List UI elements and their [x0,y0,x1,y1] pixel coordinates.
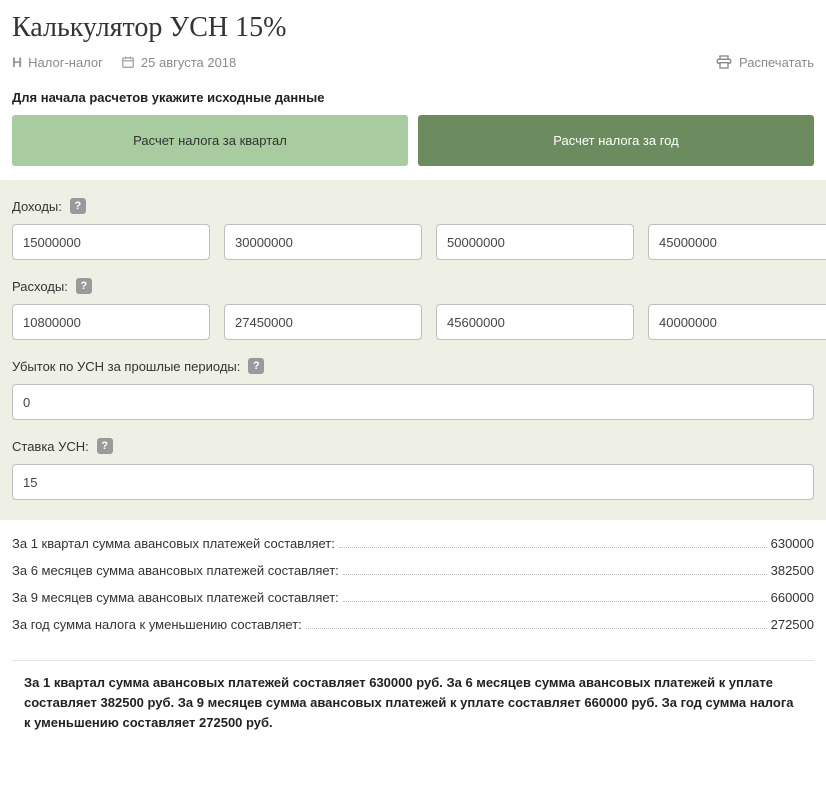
site-name: Налог-налог [28,55,103,70]
site-logo-icon: Н [12,54,22,70]
input-form: Доходы: ? Расходы: ? Убыток по УСН за пр… [0,180,826,520]
expense-q3-input[interactable] [436,304,634,340]
loss-group: Убыток по УСН за прошлые периоды: ? [12,358,814,420]
result-value: 382500 [771,563,814,578]
page-title: Калькулятор УСН 15% [12,12,814,44]
expense-label: Расходы: [12,279,68,294]
dot-leader [339,547,767,548]
income-q1-input[interactable] [12,224,210,260]
result-value: 660000 [771,590,814,605]
help-icon[interactable]: ? [97,438,113,454]
result-label: За 1 квартал сумма авансовых платежей со… [12,536,335,551]
expense-q2-input[interactable] [224,304,422,340]
printer-icon [716,54,732,70]
help-icon[interactable]: ? [248,358,264,374]
result-label: За год сумма налога к уменьшению составл… [12,617,302,632]
print-button[interactable]: Распечатать [716,54,814,70]
income-q4-input[interactable] [648,224,826,260]
tab-year[interactable]: Расчет налога за год [418,115,814,166]
expense-q1-input[interactable] [12,304,210,340]
loss-label: Убыток по УСН за прошлые периоды: [12,359,240,374]
calc-mode-tabs: Расчет налога за квартал Расчет налога з… [0,115,826,180]
dot-leader [343,574,767,575]
loss-input[interactable] [12,384,814,420]
result-line: За 6 месяцев сумма авансовых платежей со… [12,563,814,578]
result-line: За год сумма налога к уменьшению составл… [12,617,814,632]
result-value: 272500 [771,617,814,632]
summary-block: За 1 квартал сумма авансовых платежей со… [12,660,814,751]
results-block: За 1 квартал сумма авансовых платежей со… [0,520,826,652]
result-label: За 9 месяцев сумма авансовых платежей со… [12,590,339,605]
publish-date: 25 августа 2018 [141,55,236,70]
income-label: Доходы: [12,199,62,214]
help-icon[interactable]: ? [76,278,92,294]
site-name-block: Н Налог-налог [12,54,103,70]
income-q3-input[interactable] [436,224,634,260]
summary-text: За 1 квартал сумма авансовых платежей со… [24,673,802,733]
income-q2-input[interactable] [224,224,422,260]
help-icon[interactable]: ? [70,198,86,214]
rate-group: Ставка УСН: ? [12,438,814,500]
instruction-text: Для начала расчетов укажите исходные дан… [0,76,826,115]
rate-label: Ставка УСН: [12,439,89,454]
tab-quarter[interactable]: Расчет налога за квартал [12,115,408,166]
calendar-icon [121,55,135,69]
result-value: 630000 [771,536,814,551]
rate-input[interactable] [12,464,814,500]
dot-leader [306,628,767,629]
dot-leader [343,601,767,602]
result-line: За 9 месяцев сумма авансовых платежей со… [12,590,814,605]
expense-q4-input[interactable] [648,304,826,340]
print-label: Распечатать [739,55,814,70]
income-group: Доходы: ? [12,198,814,260]
result-label: За 6 месяцев сумма авансовых платежей со… [12,563,339,578]
expense-group: Расходы: ? [12,278,814,340]
date-block: 25 августа 2018 [121,55,236,70]
result-line: За 1 квартал сумма авансовых платежей со… [12,536,814,551]
meta-row: Н Налог-налог 25 августа 2018 [12,54,814,70]
